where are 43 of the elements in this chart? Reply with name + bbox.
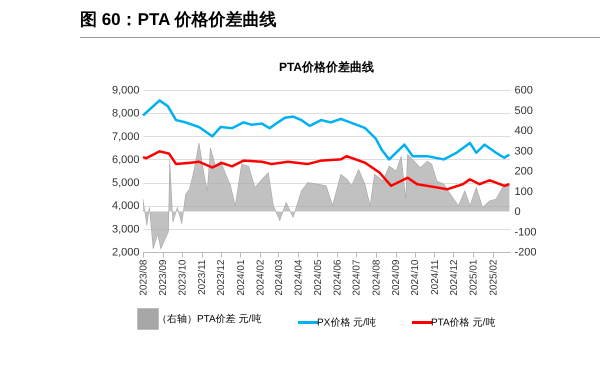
line-series <box>142 150 511 191</box>
x-tick-label: 2025/02 <box>488 259 500 296</box>
x-tick-label: 2024/07 <box>352 259 363 296</box>
x-tick-label: 2024/04 <box>294 259 305 296</box>
y-tick-label: 9,000 <box>112 84 140 96</box>
y2-tick-label: 600 <box>514 84 533 96</box>
y2-tick-label: 300 <box>514 145 533 158</box>
x-tick-label: 2024/06 <box>332 259 344 296</box>
y-tick-label: 7,000 <box>112 130 140 143</box>
x-tick-label: 2023/08 <box>138 259 150 296</box>
x-tick-label: 2023/12 <box>216 259 228 296</box>
x-tick-label: 2023/10 <box>177 259 188 296</box>
x-tick-label: 2024/01 <box>236 259 247 296</box>
y-tick-label: 5,000 <box>112 177 140 190</box>
y-tick-label: 2,000 <box>112 246 140 258</box>
x-tick-label: 2024/02 <box>256 259 267 296</box>
legend-label: PTA价格 元/吨 <box>431 316 496 328</box>
y2-tick-label: -200 <box>514 246 537 258</box>
legend-label: PX价格 元/吨 <box>317 316 376 328</box>
y2-tick-label: 0 <box>514 206 521 218</box>
y2-tick-label: 500 <box>514 104 533 117</box>
x-tick-label: 2024/08 <box>371 259 382 296</box>
y2-tick-label: -100 <box>514 226 537 238</box>
chart-title: 图 60：PTA 价格价差曲线 <box>80 8 600 38</box>
y-tick-label: 6,000 <box>112 154 140 166</box>
x-tick-label: 2023/11 <box>197 259 208 295</box>
x-tick-label: 2025/01 <box>468 259 480 296</box>
y-tick-label: 3,000 <box>112 223 140 236</box>
x-tick-label: 2024/11 <box>430 259 441 295</box>
x-tick-label: 2024/12 <box>448 259 460 296</box>
legend-label: （右轴）PTA价差 元/吨 <box>157 313 262 325</box>
y-tick-label: 8,000 <box>112 108 140 120</box>
x-tick-label: 2023/09 <box>158 259 170 296</box>
line-series <box>142 99 511 161</box>
x-tick-label: 2024/10 <box>410 259 422 296</box>
y2-tick-label: 100 <box>514 186 533 198</box>
chart-subtitle: PTA价格价差曲线 <box>278 60 374 74</box>
x-tick-label: 2024/05 <box>312 259 324 296</box>
y-tick-label: 4,000 <box>112 200 140 212</box>
x-tick-label: 2024/09 <box>391 259 402 296</box>
x-tick-label: 2024/03 <box>274 259 285 296</box>
y2-tick-label: 200 <box>514 166 533 178</box>
y2-tick-label: 400 <box>514 125 533 137</box>
